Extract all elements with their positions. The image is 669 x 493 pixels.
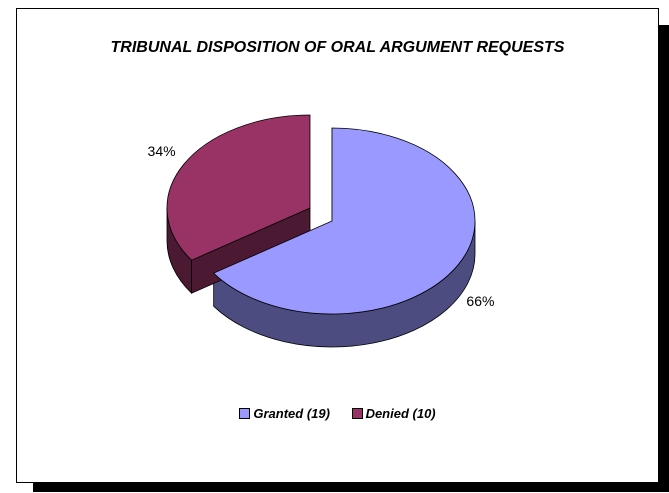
legend-swatch-granted — [239, 408, 251, 419]
pie-label-granted: 66% — [466, 293, 494, 309]
legend-item-denied: Denied (10) — [351, 406, 436, 421]
chart-frame: TRIBUNAL DISPOSITION OF ORAL ARGUMENT RE… — [16, 8, 659, 483]
pie-slice-granted — [212, 127, 476, 315]
legend-swatch-denied — [351, 408, 363, 419]
pie-slice-denied — [166, 114, 311, 261]
legend-label-granted: Granted (19) — [253, 406, 330, 421]
legend-label-denied: Denied (10) — [365, 406, 436, 421]
pie-label-denied: 34% — [148, 143, 176, 159]
pie-chart: 66% 34% — [148, 114, 494, 348]
chart-title: TRIBUNAL DISPOSITION OF ORAL ARGUMENT RE… — [110, 39, 565, 56]
legend: Granted (19) Denied (10) — [17, 406, 658, 421]
legend-item-granted: Granted (19) — [239, 406, 330, 421]
